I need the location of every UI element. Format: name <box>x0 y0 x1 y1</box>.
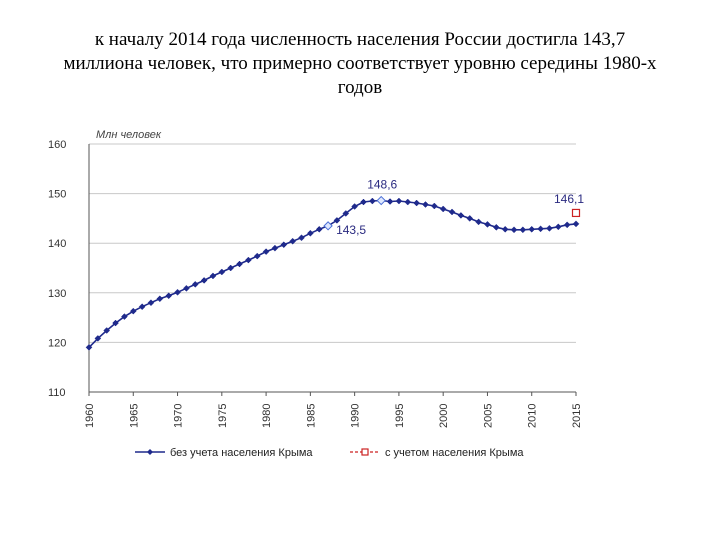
data-point <box>448 208 456 216</box>
data-point <box>245 256 252 264</box>
data-point <box>492 223 500 231</box>
y-tick-label: 150 <box>48 189 66 201</box>
data-point <box>138 303 146 311</box>
legend-marker-without-crimea <box>147 449 153 455</box>
x-tick-label: 1980 <box>261 404 273 428</box>
y-tick-label: 160 <box>48 139 66 151</box>
data-point <box>174 288 181 296</box>
data-point <box>156 295 164 303</box>
data-point <box>191 281 199 288</box>
data-point <box>404 198 412 206</box>
data-point <box>218 268 226 276</box>
data-point <box>537 225 544 233</box>
data-point <box>342 210 350 217</box>
data-point <box>333 217 341 224</box>
data-point <box>510 226 518 234</box>
x-tick-label: 1995 <box>394 404 406 428</box>
data-point <box>360 198 367 206</box>
data-point <box>112 319 119 327</box>
y-unit-label: Млн человек <box>96 129 162 141</box>
data-point <box>572 220 580 228</box>
data-point <box>147 299 155 307</box>
data-label: 148,6 <box>367 178 397 192</box>
data-point <box>307 229 314 237</box>
x-tick-label: 1970 <box>173 404 185 428</box>
data-point <box>546 224 553 232</box>
data-point <box>121 313 128 320</box>
x-tick-label: 1965 <box>128 404 140 428</box>
data-point <box>165 292 173 300</box>
data-point <box>351 203 358 210</box>
x-tick-label: 1975 <box>217 404 229 428</box>
title-line-2: миллиона человек, что примерно соответст… <box>63 53 657 74</box>
data-point <box>271 244 279 252</box>
data-point <box>315 225 323 233</box>
data-point <box>430 202 438 210</box>
series-line-without-crimea <box>88 199 577 348</box>
data-point <box>129 307 137 315</box>
data-point <box>103 327 111 334</box>
x-tick-label: 2000 <box>438 404 450 428</box>
data-point <box>280 241 288 249</box>
data-point <box>563 221 571 229</box>
data-point <box>386 198 394 205</box>
data-point <box>236 260 243 268</box>
data-point-highlight <box>323 221 333 231</box>
data-point <box>227 264 235 272</box>
x-tick-label: 1960 <box>84 404 96 428</box>
title-line-1: к началу 2014 года численность населения… <box>94 29 626 50</box>
data-point <box>554 223 562 231</box>
data-point <box>209 272 217 280</box>
data-point <box>519 226 527 234</box>
title-line-3: годов <box>337 77 383 98</box>
data-point <box>457 212 465 219</box>
x-tick-label: 2005 <box>482 404 494 428</box>
x-tick-label: 2015 <box>571 404 583 428</box>
data-point <box>501 225 509 233</box>
data-point <box>94 335 102 342</box>
data-point-crimea <box>571 208 581 218</box>
data-point <box>466 215 474 222</box>
y-tick-label: 140 <box>48 238 66 250</box>
legend-marker-crimea <box>361 448 369 456</box>
data-point <box>439 205 447 213</box>
x-tick-label: 1990 <box>350 404 362 428</box>
data-point <box>289 237 297 245</box>
slide-title: к началу 2014 года численность населения… <box>20 28 700 100</box>
x-tick-label: 1985 <box>305 404 317 428</box>
data-label: 146,1 <box>554 192 584 206</box>
data-point <box>413 199 420 207</box>
y-tick-label: 120 <box>48 337 66 349</box>
legend-label-without-crimea: без учета населения Крыма <box>170 447 313 459</box>
data-point <box>298 234 305 242</box>
legend-label-crimea: с учетом населения Крыма <box>385 447 524 459</box>
data-point <box>368 197 376 205</box>
data-point <box>422 201 429 208</box>
data-point <box>85 344 93 351</box>
data-label: 143,5 <box>336 223 366 237</box>
data-point <box>395 197 403 205</box>
data-point <box>528 225 536 233</box>
y-tick-label: 110 <box>48 387 66 399</box>
data-point <box>183 284 190 292</box>
y-tick-label: 130 <box>48 288 66 300</box>
data-point <box>200 277 208 284</box>
x-tick-label: 2010 <box>527 404 539 428</box>
data-point <box>475 218 482 226</box>
data-point <box>262 248 270 255</box>
data-point-highlight <box>376 195 386 206</box>
data-point <box>484 220 491 228</box>
data-point <box>253 252 261 260</box>
